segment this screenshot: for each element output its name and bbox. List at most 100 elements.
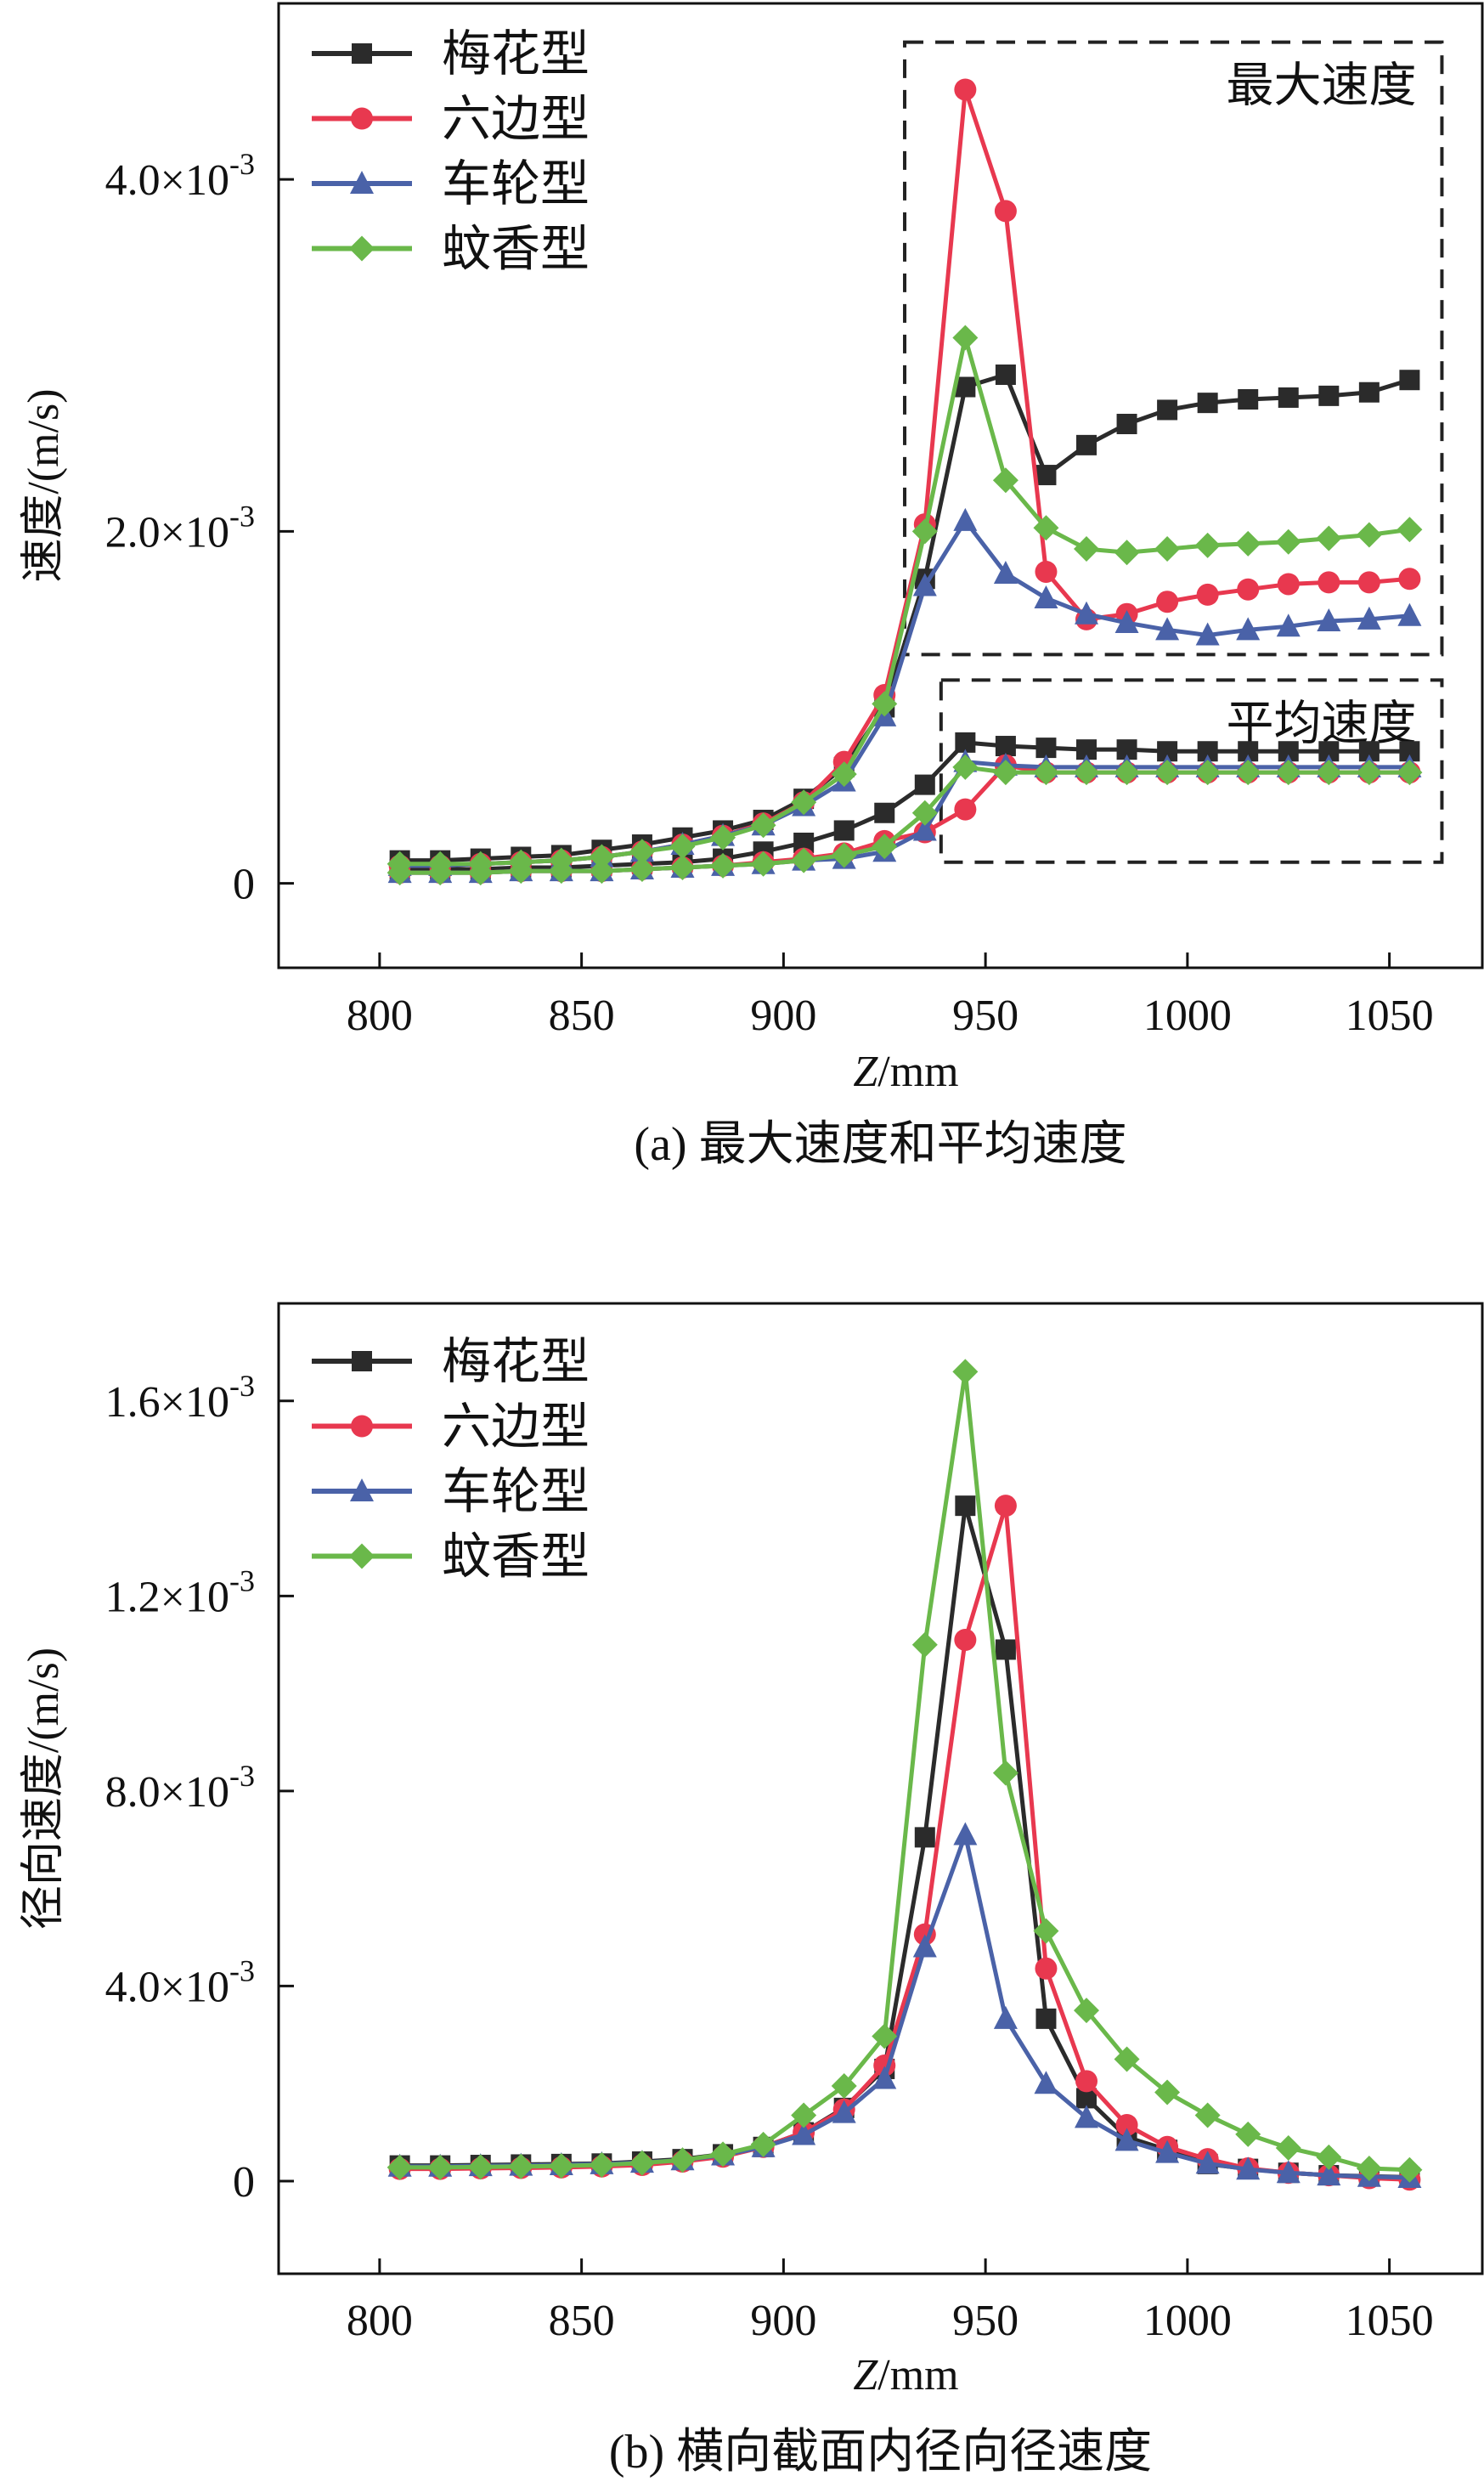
data-point-max xyxy=(1156,591,1179,613)
legend-marker-triangle xyxy=(350,171,374,194)
data-point-avg xyxy=(1356,760,1382,786)
legend-label: 六边型 xyxy=(442,1399,590,1455)
data-point-avg xyxy=(831,842,857,868)
data-point-max xyxy=(1034,585,1058,609)
data-point-avg xyxy=(467,860,494,886)
data-point-max xyxy=(953,507,978,531)
data-point-values xyxy=(831,2073,857,2100)
x-axis-label: Z/mm xyxy=(853,1048,958,1096)
data-point-max xyxy=(1157,399,1178,421)
data-point-values xyxy=(1115,2113,1138,2136)
data-point-max xyxy=(1154,536,1181,562)
x-axis-label: Z/mm xyxy=(853,2351,958,2399)
y-tick-mantissa: 0 xyxy=(233,861,255,909)
data-point-values xyxy=(1033,1918,1059,1944)
data-point-values xyxy=(1235,2121,1261,2147)
data-point-max xyxy=(993,561,1018,585)
data-point-max xyxy=(1155,617,1180,641)
data-point-max xyxy=(1114,540,1140,566)
y-tick-mantissa: 4.0×10 xyxy=(105,156,229,205)
legend-label: 蚊香型 xyxy=(442,222,590,277)
data-point-avg xyxy=(833,820,855,841)
data-point-avg xyxy=(750,851,776,877)
data-point-max xyxy=(1318,385,1340,406)
data-point-avg xyxy=(791,847,817,873)
data-point-max xyxy=(1238,389,1259,410)
data-point-max xyxy=(589,844,615,870)
annotation-box xyxy=(939,678,1444,864)
data-point-avg xyxy=(914,774,935,795)
data-point-avg xyxy=(911,800,938,826)
data-point-avg xyxy=(1275,760,1301,786)
legend-marker-circle xyxy=(351,1415,373,1438)
data-point-avg xyxy=(952,754,979,780)
legend-label: 车轮型 xyxy=(442,1464,590,1519)
data-point-values xyxy=(589,2152,615,2179)
y-tick-label: 1.6×10-3 xyxy=(105,1369,255,1427)
data-point-values xyxy=(994,1495,1017,1518)
data-point-max xyxy=(831,761,857,788)
data-point-avg xyxy=(669,854,696,880)
data-point-values xyxy=(952,1359,979,1385)
legend-marker-triangle xyxy=(350,1478,374,1501)
data-point-values xyxy=(954,1628,977,1651)
data-point-max xyxy=(954,78,977,101)
data-point-max xyxy=(1397,602,1422,626)
legend-marker-circle xyxy=(351,107,373,130)
data-point-avg xyxy=(1033,760,1059,786)
data-point-values xyxy=(710,2141,736,2168)
data-point-avg xyxy=(1316,760,1342,786)
x-tick-label: 950 xyxy=(952,992,1018,1040)
y-tick-mantissa: 4.0×10 xyxy=(105,1963,229,2011)
y-tick-label: 4.0×10-3 xyxy=(105,1953,255,2011)
data-point-max xyxy=(1196,583,1219,606)
data-point-avg xyxy=(1397,760,1423,786)
data-point-values xyxy=(427,2154,454,2180)
data-point-avg xyxy=(1194,760,1221,786)
data-point-values xyxy=(792,2122,816,2145)
x-tick-label: 850 xyxy=(549,2297,615,2345)
x-tick-label: 1000 xyxy=(1143,2297,1232,2345)
annotation-box xyxy=(903,40,1444,657)
data-point-max xyxy=(1197,393,1218,414)
data-point-max xyxy=(1358,382,1380,403)
data-point-values xyxy=(993,2005,1018,2029)
data-point-max xyxy=(750,812,776,839)
data-point-max xyxy=(1035,560,1058,583)
data-point-max xyxy=(1318,571,1340,594)
x-axis-label-var: Z xyxy=(853,2351,878,2399)
data-point-max xyxy=(1195,622,1220,646)
data-point-values xyxy=(387,2154,413,2180)
data-point-max xyxy=(1114,610,1139,634)
data-point-max xyxy=(1194,532,1221,558)
data-point-values xyxy=(1317,2162,1341,2186)
y-tick-label: 2.0×10-3 xyxy=(105,499,255,557)
y-tick-exponent: -3 xyxy=(229,1369,255,1403)
data-point-max xyxy=(994,200,1017,223)
series-line-max xyxy=(399,517,1410,868)
data-point-values xyxy=(467,2154,494,2180)
chart-panel-a: 800 850 900 950 1000 105002.0×10-34.0×10-3Z/m… xyxy=(20,2,1484,1171)
data-point-max xyxy=(1237,578,1260,601)
chart-caption: (b) 横向截面内径向径速度 xyxy=(609,2426,1152,2479)
data-point-max xyxy=(1316,525,1342,551)
data-point-values xyxy=(1034,2071,1058,2094)
y-axis-label: 速度/(m/s) xyxy=(20,388,68,582)
data-point-values xyxy=(914,1827,935,1848)
legend-marker-square xyxy=(352,43,372,64)
chart-panel-b: 800 850 900 950 1000 105004.0×10-38.0×10-31.2… xyxy=(20,1302,1484,2479)
annotation-label: 最大速度 xyxy=(1226,60,1416,113)
x-tick-label: 900 xyxy=(750,2297,816,2345)
data-point-max xyxy=(872,691,898,717)
data-point-values xyxy=(1195,2151,1220,2174)
x-tick-label: 1000 xyxy=(1143,992,1232,1040)
data-point-values xyxy=(1397,2156,1423,2183)
x-axis-label-var: Z xyxy=(853,1048,878,1096)
data-point-max xyxy=(1074,536,1100,562)
x-tick-label: 950 xyxy=(952,2297,1018,2345)
data-point-values xyxy=(953,1822,978,1845)
data-point-max xyxy=(1116,414,1137,435)
data-point-avg xyxy=(508,858,534,885)
data-point-values xyxy=(1276,2160,1301,2184)
